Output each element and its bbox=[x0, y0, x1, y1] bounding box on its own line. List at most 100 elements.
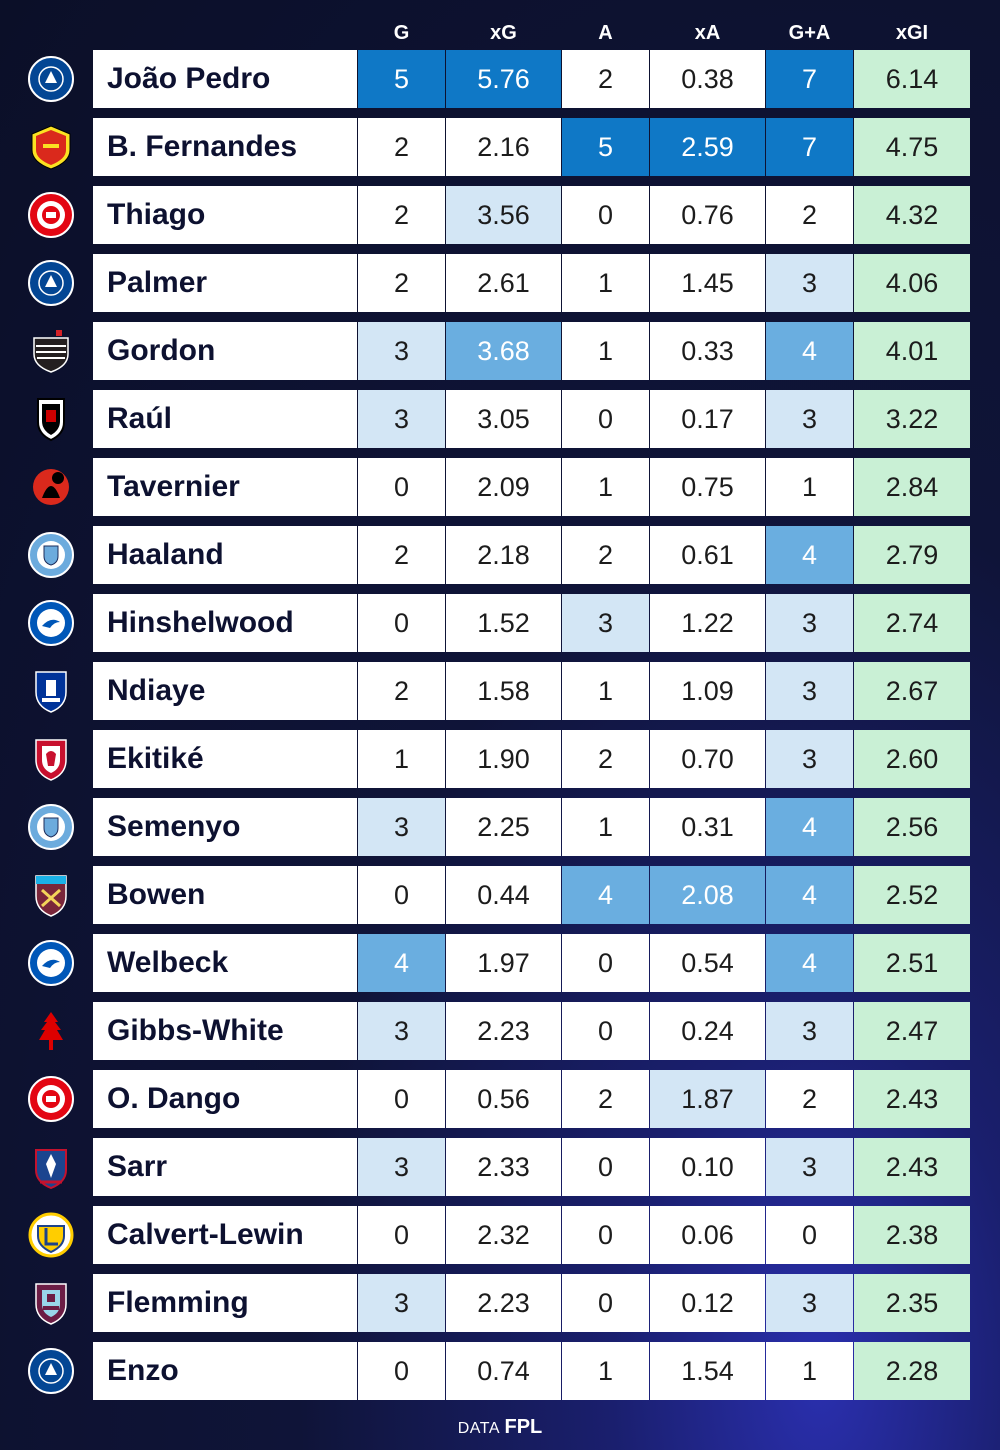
cell-xg: 2.23 bbox=[446, 1274, 561, 1332]
chelsea-crest-icon bbox=[28, 260, 74, 306]
cell-xgi: 2.74 bbox=[854, 594, 970, 652]
cell-xa: 0.12 bbox=[650, 1274, 765, 1332]
header-ga: G+A bbox=[788, 22, 831, 44]
cell-xg: 2.32 bbox=[446, 1206, 561, 1264]
player-name: Thiago bbox=[93, 186, 357, 244]
cell-xg: 2.25 bbox=[446, 798, 561, 856]
cell-ga: 3 bbox=[766, 1002, 853, 1060]
cell-xa: 2.59 bbox=[650, 118, 765, 176]
cell-a: 3 bbox=[562, 594, 649, 652]
brentford-crest-icon bbox=[28, 1076, 74, 1122]
cell-xa: 1.87 bbox=[650, 1070, 765, 1128]
player-name: Semenyo bbox=[93, 798, 357, 856]
cell-a: 0 bbox=[562, 1274, 649, 1332]
table-row: Calvert-Lewin 0 2.32 0 0.06 0 2.38 bbox=[0, 1206, 1000, 1264]
cell-xa: 0.24 bbox=[650, 1002, 765, 1060]
header-xgi: xGI bbox=[895, 22, 929, 44]
cell-ga: 4 bbox=[766, 322, 853, 380]
brentford-crest-icon bbox=[28, 192, 74, 238]
cell-xgi: 2.79 bbox=[854, 526, 970, 584]
cell-xa: 0.10 bbox=[650, 1138, 765, 1196]
cell-xgi: 3.22 bbox=[854, 390, 970, 448]
bournemouth-crest-icon bbox=[28, 464, 74, 510]
cell-g: 0 bbox=[358, 1206, 445, 1264]
cell-g: 0 bbox=[358, 594, 445, 652]
burnley-crest-icon bbox=[28, 1280, 74, 1326]
cell-g: 2 bbox=[358, 526, 445, 584]
player-name: Tavernier bbox=[93, 458, 357, 516]
table-row: Bowen 0 0.44 4 2.08 4 2.52 bbox=[0, 866, 1000, 924]
cell-a: 1 bbox=[562, 254, 649, 312]
cell-xgi: 2.84 bbox=[854, 458, 970, 516]
liverpool-crest-icon bbox=[28, 736, 74, 782]
cell-xa: 1.09 bbox=[650, 662, 765, 720]
player-name: B. Fernandes bbox=[93, 118, 357, 176]
cell-xgi: 2.67 bbox=[854, 662, 970, 720]
cell-a: 0 bbox=[562, 934, 649, 992]
cell-a: 0 bbox=[562, 1206, 649, 1264]
cell-ga: 2 bbox=[766, 1070, 853, 1128]
cell-ga: 2 bbox=[766, 186, 853, 244]
cell-xa: 0.76 bbox=[650, 186, 765, 244]
cell-g: 2 bbox=[358, 254, 445, 312]
cell-a: 0 bbox=[562, 186, 649, 244]
header-g: G bbox=[393, 22, 410, 44]
cell-xg: 2.18 bbox=[446, 526, 561, 584]
chelsea-crest-icon bbox=[28, 1348, 74, 1394]
player-name: Ekitiké bbox=[93, 730, 357, 788]
player-name: Gordon bbox=[93, 322, 357, 380]
data-source-credit: DATA FPL bbox=[0, 1412, 1000, 1442]
man-city-crest-icon bbox=[28, 532, 74, 578]
table-row: Haaland 2 2.18 2 0.61 4 2.79 bbox=[0, 526, 1000, 584]
player-name: Welbeck bbox=[93, 934, 357, 992]
header-a: A bbox=[598, 22, 613, 44]
cell-xg: 1.52 bbox=[446, 594, 561, 652]
cell-xg: 2.23 bbox=[446, 1002, 561, 1060]
cell-g: 0 bbox=[358, 1070, 445, 1128]
cell-ga: 1 bbox=[766, 1342, 853, 1400]
cell-xg: 2.16 bbox=[446, 118, 561, 176]
cell-ga: 4 bbox=[766, 866, 853, 924]
cell-xa: 0.61 bbox=[650, 526, 765, 584]
player-name: Palmer bbox=[93, 254, 357, 312]
cell-xgi: 2.47 bbox=[854, 1002, 970, 1060]
cell-xa: 0.38 bbox=[650, 50, 765, 108]
cell-xg: 3.05 bbox=[446, 390, 561, 448]
player-name: Enzo bbox=[93, 1342, 357, 1400]
table-row: B. Fernandes 2 2.16 5 2.59 7 4.75 bbox=[0, 118, 1000, 176]
cell-xa: 0.54 bbox=[650, 934, 765, 992]
cell-g: 2 bbox=[358, 186, 445, 244]
table-row: Thiago 2 3.56 0 0.76 2 4.32 bbox=[0, 186, 1000, 244]
cell-a: 2 bbox=[562, 526, 649, 584]
cell-ga: 0 bbox=[766, 1206, 853, 1264]
cell-a: 4 bbox=[562, 866, 649, 924]
cell-a: 1 bbox=[562, 322, 649, 380]
cell-xgi: 6.14 bbox=[854, 50, 970, 108]
cell-xg: 1.90 bbox=[446, 730, 561, 788]
cell-xg: 5.76 bbox=[446, 50, 561, 108]
cell-xgi: 2.51 bbox=[854, 934, 970, 992]
cell-xa: 0.31 bbox=[650, 798, 765, 856]
cell-xg: 2.61 bbox=[446, 254, 561, 312]
player-name: O. Dango bbox=[93, 1070, 357, 1128]
newcastle-crest-icon bbox=[28, 328, 74, 374]
table-row: Welbeck 4 1.97 0 0.54 4 2.51 bbox=[0, 934, 1000, 992]
cell-a: 2 bbox=[562, 50, 649, 108]
cell-g: 4 bbox=[358, 934, 445, 992]
table-row: O. Dango 0 0.56 2 1.87 2 2.43 bbox=[0, 1070, 1000, 1128]
cell-xgi: 2.56 bbox=[854, 798, 970, 856]
player-name: Calvert-Lewin bbox=[93, 1206, 357, 1264]
cell-xgi: 2.43 bbox=[854, 1070, 970, 1128]
cell-a: 1 bbox=[562, 662, 649, 720]
cell-a: 0 bbox=[562, 1138, 649, 1196]
cell-xa: 0.17 bbox=[650, 390, 765, 448]
everton-crest-icon bbox=[28, 668, 74, 714]
table-row: Enzo 0 0.74 1 1.54 1 2.28 bbox=[0, 1342, 1000, 1400]
cell-xg: 0.74 bbox=[446, 1342, 561, 1400]
table-row: João Pedro 5 5.76 2 0.38 7 6.14 bbox=[0, 50, 1000, 108]
cell-g: 0 bbox=[358, 1342, 445, 1400]
cell-xg: 0.56 bbox=[446, 1070, 561, 1128]
cell-xg: 2.33 bbox=[446, 1138, 561, 1196]
player-name: Haaland bbox=[93, 526, 357, 584]
cell-g: 3 bbox=[358, 798, 445, 856]
